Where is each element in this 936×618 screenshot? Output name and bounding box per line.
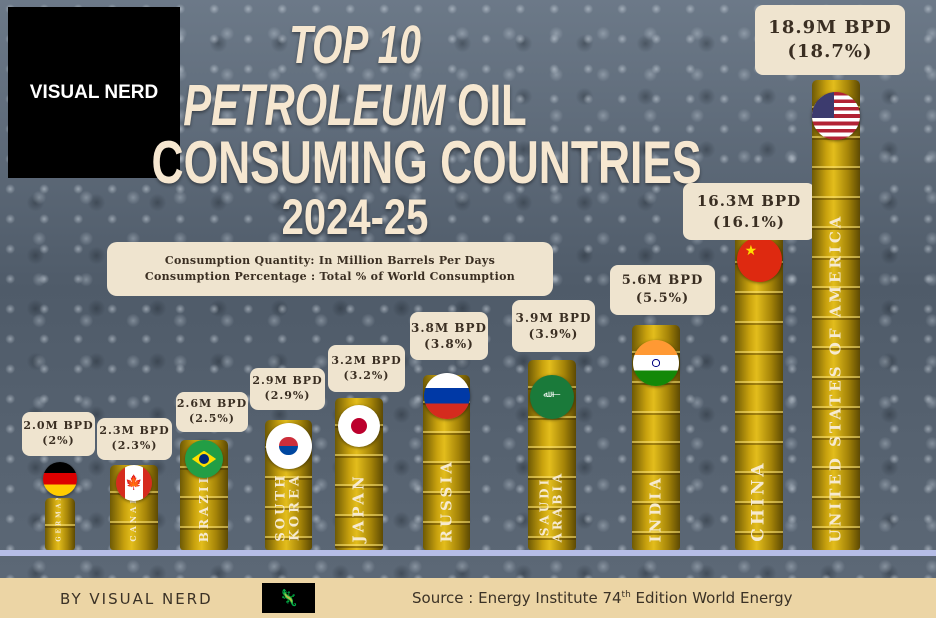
chameleon-logo-icon: 🦎 (262, 583, 315, 613)
data-label: 2.6M BPD (2.5%) (176, 392, 248, 432)
percent-label: (2.9%) (264, 389, 311, 402)
byline: BY VISUAL NERD (60, 590, 213, 608)
bar-germany: GERMANY (45, 498, 75, 550)
legend-percentage: Consumption Percentage : Total % of Worl… (144, 270, 516, 283)
percent-label: (2.5%) (189, 412, 235, 425)
percent-label: (5.5%) (635, 291, 690, 306)
bar-united-states-of-america: UNITED STATES OF AMERICA (812, 80, 860, 550)
russia-flag-icon (423, 373, 470, 419)
data-label: 2.9M BPD (2.9%) (250, 368, 325, 410)
value-label: 3.9M BPD (515, 310, 592, 325)
saudi-arabia-flag-icon: ﷲ — (530, 375, 574, 419)
country-name: SOUTH KOREA (273, 472, 303, 542)
barrel-rings (735, 235, 783, 550)
canada-flag-icon: 🍁 (116, 465, 152, 501)
data-label: 2.3M BPD (2.3%) (97, 418, 172, 460)
footer: BY VISUAL NERD 🦎 Source : Energy Institu… (0, 578, 936, 618)
data-label: 5.6M BPD (5.5%) (610, 265, 715, 315)
data-label: 3.2M BPD (3.2%) (328, 345, 405, 392)
data-label: 2.0M BPD (2%) (22, 412, 95, 456)
country-name: CHINA (748, 460, 769, 542)
data-label: 18.9M BPD (18.7%) (755, 5, 905, 75)
south-korea-flag-icon (265, 423, 312, 469)
percent-label: (2%) (42, 434, 75, 447)
value-label: 5.6M BPD (621, 273, 704, 289)
source-prefix: Source : Energy Institute 74 (412, 589, 622, 607)
data-label: 3.8M BPD (3.8%) (410, 312, 488, 360)
title-line-1: TOP 10 (289, 15, 421, 75)
country-name: SAUDI ARABIA (537, 470, 565, 542)
value-label: 16.3M BPD (696, 192, 802, 211)
percent-label: (2.3%) (111, 439, 158, 452)
country-name: JAPAN (349, 472, 368, 542)
title-line-3: CONSUMING COUNTRIES (151, 129, 702, 196)
bar-china: CHINA (735, 235, 783, 550)
title-line-2: PETROLEUM OIL (157, 72, 553, 139)
country-name: UNITED STATES OF AMERICA (826, 213, 845, 542)
title-year: 2024-25 (281, 189, 429, 245)
country-name: INDIA (646, 474, 665, 542)
legend-box: Consumption Quantity: In Million Barrels… (107, 242, 553, 296)
visual-nerd-logo: VISUAL NERD (8, 7, 180, 178)
brazil-flag-icon (185, 440, 223, 478)
country-name: GERMANY (55, 498, 63, 542)
data-label: 16.3M BPD (16.1%) (683, 183, 815, 240)
percent-label: (18.7%) (787, 41, 873, 62)
value-label: 2.3M BPD (99, 424, 170, 438)
data-label: 3.9M BPD (3.9%) (512, 300, 595, 352)
barrel-rings (812, 80, 860, 550)
barrel-rings (45, 498, 75, 550)
usa-flag-icon (812, 92, 860, 140)
value-label: 18.9M BPD (768, 16, 892, 38)
value-label: 3.8M BPD (411, 320, 487, 335)
baseline (0, 550, 936, 556)
value-label: 2.6M BPD (176, 397, 248, 411)
percent-label: (3.8%) (424, 337, 474, 351)
percent-label: (3.2%) (343, 368, 390, 382)
source-sup: th (621, 590, 631, 600)
japan-flag-icon (338, 405, 380, 447)
value-label: 2.0M BPD (23, 419, 94, 433)
legend-quantity: Consumption Quantity: In Million Barrels… (164, 254, 496, 267)
source-suffix: Edition World Energy (630, 589, 793, 607)
country-name: BRAZIL (196, 471, 211, 542)
india-flag-icon (633, 340, 679, 386)
title-petroleum: PETROLEUM (183, 73, 446, 138)
china-flag-icon: ★ (736, 237, 782, 282)
percent-label: (3.9%) (528, 327, 579, 341)
logo-text: VISUAL NERD (29, 81, 159, 103)
title-oil: OIL (457, 73, 527, 138)
source-text: Source : Energy Institute 74th Edition W… (412, 589, 793, 607)
percent-label: (16.1%) (713, 212, 785, 231)
value-label: 3.2M BPD (331, 353, 402, 367)
value-label: 2.9M BPD (252, 374, 323, 388)
country-name: RUSSIA (437, 458, 456, 542)
germany-flag-icon (43, 462, 77, 496)
